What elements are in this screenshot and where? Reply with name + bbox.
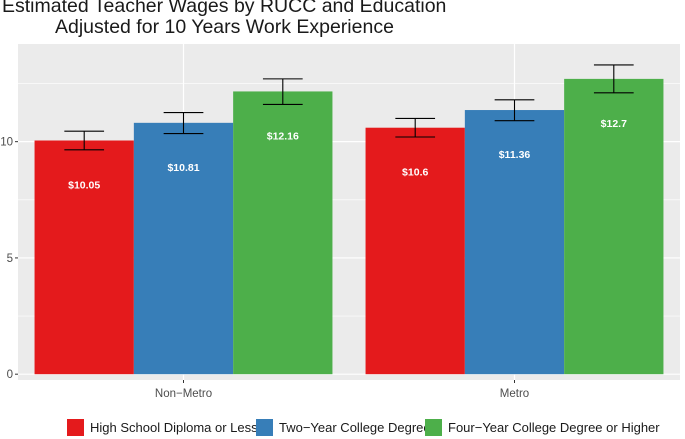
legend-item: High School Diploma or Less bbox=[67, 416, 258, 438]
legend-swatch bbox=[67, 418, 84, 436]
legend-swatch bbox=[425, 418, 442, 436]
legend-label: High School Diploma or Less bbox=[90, 419, 258, 435]
legend: High School Diploma or Less Two−Year Coll… bbox=[0, 416, 685, 438]
legend-swatch bbox=[256, 418, 273, 436]
chart-title: Estimated Teacher Wages by RUCC and Educ… bbox=[2, 0, 447, 17]
x-axis: Non−Metro Metro bbox=[155, 380, 529, 400]
data-label: $12.16 bbox=[267, 130, 299, 142]
data-label: $10.6 bbox=[402, 167, 428, 179]
y-axis: 0 5 10 bbox=[0, 137, 18, 381]
error-bars-layer bbox=[64, 64, 634, 151]
y-tick-label: 0 bbox=[7, 369, 13, 381]
chart-subtitle: Adjusted for 10 Years Work Experience bbox=[55, 16, 394, 38]
bar bbox=[365, 127, 465, 375]
bars-layer bbox=[34, 78, 664, 375]
bar bbox=[34, 140, 134, 375]
legend-label: Two−Year College Degree bbox=[279, 419, 431, 435]
x-tick-label: Non−Metro bbox=[155, 388, 212, 400]
legend-item: Four−Year College Degree or Higher bbox=[425, 416, 660, 438]
legend-item: Two−Year College Degree bbox=[256, 416, 431, 438]
data-label: $10.05 bbox=[68, 179, 100, 191]
y-tick-label: 5 bbox=[7, 253, 13, 265]
legend-label: Four−Year College Degree or Higher bbox=[448, 419, 660, 435]
chart-title-block: Estimated Teacher Wages by RUCC and Educ… bbox=[0, 0, 470, 44]
bar-chart: $10.05$10.81$12.16$10.6$11.36$12.7 0510 … bbox=[0, 44, 680, 400]
bar bbox=[464, 110, 565, 375]
bar bbox=[233, 91, 333, 375]
data-labels-layer: $10.05 $10.81 $12.16 $10.6 $11.36 $12.7 bbox=[68, 118, 627, 192]
data-label: $10.81 bbox=[167, 162, 199, 174]
data-label: $12.7 bbox=[601, 118, 627, 130]
bar bbox=[133, 122, 234, 375]
y-tick-label: 10 bbox=[0, 137, 13, 149]
bar bbox=[564, 78, 664, 375]
x-tick-label: Metro bbox=[500, 388, 529, 400]
data-label: $11.36 bbox=[499, 149, 531, 161]
